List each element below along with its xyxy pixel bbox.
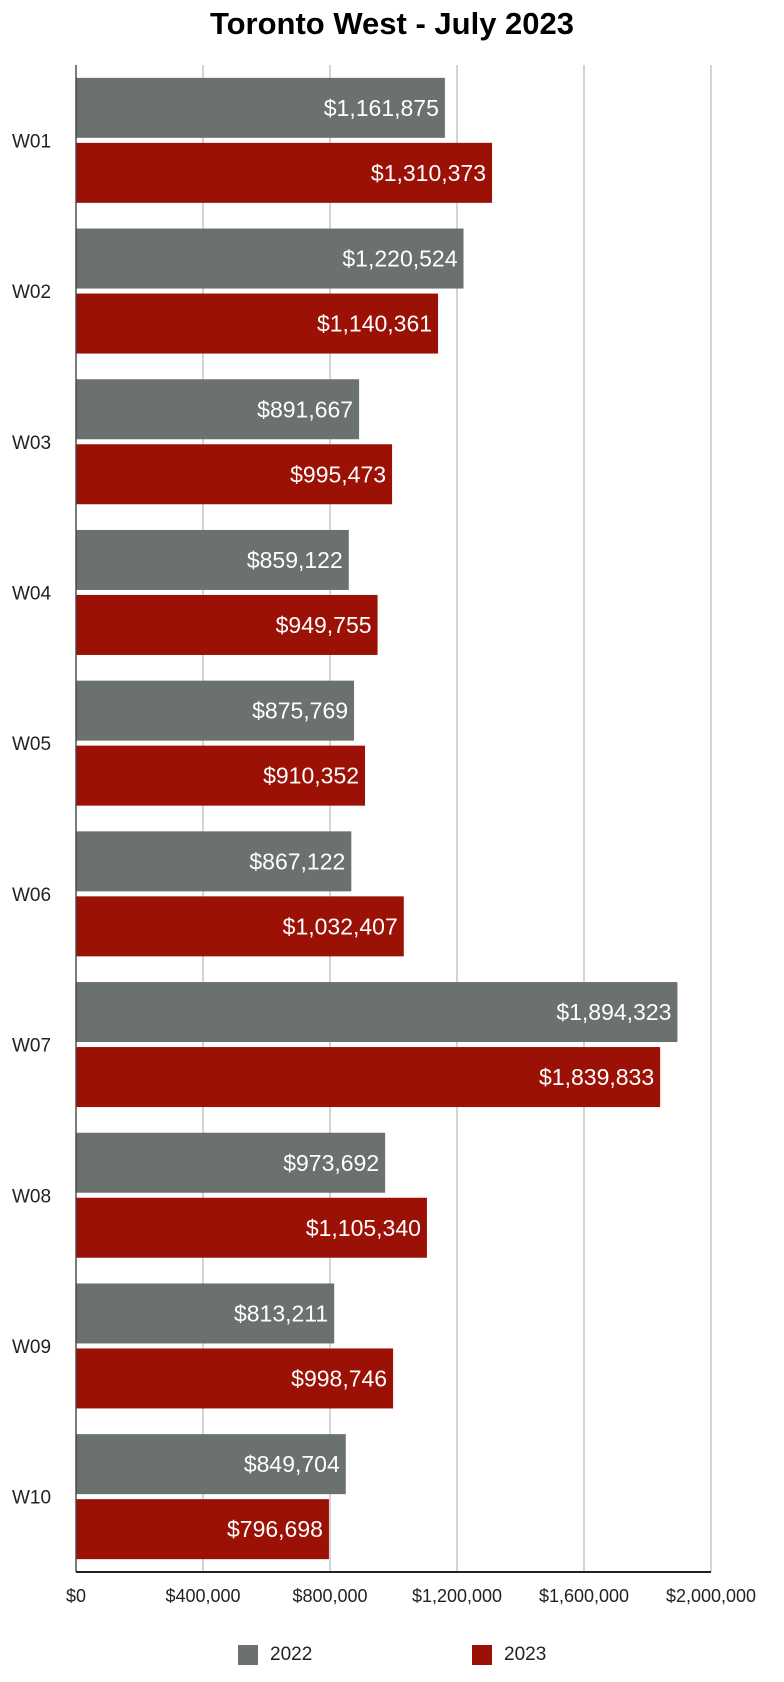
bar-2022 (76, 77, 445, 138)
x-tick-label: $400,000 (165, 1586, 240, 1606)
bar-2022 (76, 831, 352, 892)
bar-2023 (76, 745, 366, 806)
bar-2023 (76, 444, 393, 505)
bar-2022 (76, 1434, 346, 1495)
data-label: $1,032,407 (283, 913, 398, 939)
bar-2023 (76, 1197, 427, 1258)
data-label: $813,211 (234, 1300, 328, 1326)
bar-2022 (76, 379, 360, 440)
data-label: $1,161,875 (324, 95, 439, 121)
data-label: $849,704 (244, 1451, 340, 1477)
bar-2022 (76, 982, 678, 1043)
data-label: $973,692 (283, 1150, 379, 1176)
bar-2022 (76, 1132, 386, 1193)
bar-2023 (76, 1047, 661, 1108)
x-tick-label: $2,000,000 (666, 1586, 756, 1606)
data-label: $949,755 (276, 612, 372, 638)
data-label: $1,894,323 (556, 999, 671, 1025)
data-label: $867,122 (249, 848, 345, 874)
legend-item-2022: 2022 (238, 1644, 312, 1666)
data-label: $998,746 (291, 1365, 387, 1391)
chart-title: Toronto West - July 2023 (209, 6, 575, 41)
data-label: $875,769 (252, 698, 348, 724)
bar-2022 (76, 1283, 335, 1344)
data-label: $1,140,361 (317, 311, 432, 337)
legend-label-2023: 2023 (504, 1644, 547, 1665)
legend-swatch-2023 (472, 1645, 492, 1665)
bar-2022 (76, 529, 349, 590)
data-label: $995,473 (290, 461, 386, 487)
category-label: W10 (12, 1488, 51, 1509)
category-label: W04 (12, 583, 52, 604)
category-label: W09 (12, 1337, 51, 1358)
data-label: $910,352 (263, 763, 359, 789)
x-tick-label: $0 (66, 1586, 86, 1606)
category-label: W05 (12, 734, 51, 755)
data-label: $859,122 (247, 547, 343, 573)
data-label: $1,839,833 (539, 1064, 654, 1090)
legend-swatch-2022 (238, 1645, 258, 1665)
data-label: $1,220,524 (342, 246, 457, 272)
bar-2022 (76, 228, 464, 289)
category-label: W03 (12, 433, 51, 454)
data-label: $1,310,373 (371, 160, 486, 186)
category-label: W01 (12, 131, 51, 152)
x-tick-label: $1,200,000 (412, 1586, 502, 1606)
bar-2023 (76, 896, 404, 957)
bar-2023 (76, 293, 439, 354)
category-label: W02 (12, 282, 51, 303)
data-label: $1,105,340 (306, 1215, 421, 1241)
legend-item-2023: 2023 (472, 1644, 546, 1666)
bar-2023 (76, 594, 378, 655)
data-label: $891,667 (257, 396, 353, 422)
data-label: $796,698 (227, 1516, 323, 1542)
bar-2023 (76, 1348, 394, 1409)
legend-label-2022: 2022 (270, 1644, 313, 1665)
bar-2023 (76, 1499, 329, 1560)
category-label: W06 (12, 885, 51, 906)
category-label: W08 (12, 1186, 51, 1207)
bar-2023 (76, 142, 493, 203)
x-tick-label: $800,000 (292, 1586, 367, 1606)
category-label: W07 (12, 1036, 51, 1057)
bar-2022 (76, 680, 355, 741)
x-tick-label: $1,600,000 (539, 1586, 629, 1606)
